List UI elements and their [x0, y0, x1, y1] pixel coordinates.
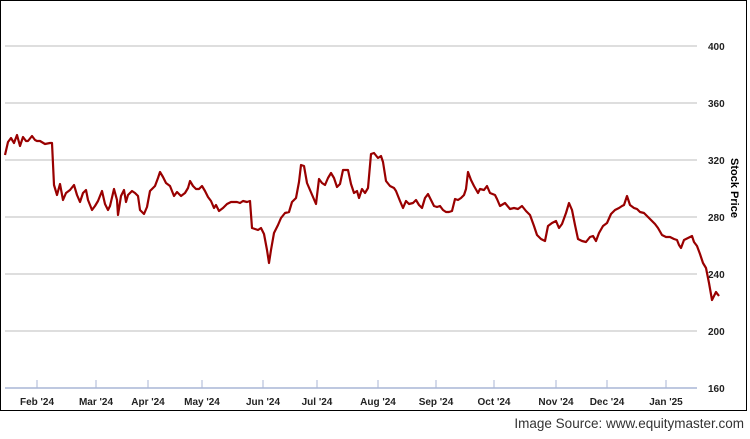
x-tick-label: Mar '24	[79, 397, 114, 408]
x-tick-label: Nov '24	[538, 397, 574, 408]
gridlines	[5, 45, 697, 332]
y-tick-label: 160	[708, 384, 725, 395]
y-tick-label: 360	[708, 99, 725, 110]
y-tick-label: 200	[708, 327, 725, 338]
x-tick-label: Jun '24	[246, 397, 280, 408]
y-tick-label: 280	[708, 213, 725, 224]
x-axis-ticks: Feb '24 Mar '24 Apr '24 May '24 Jun '24 Jul '…	[20, 380, 683, 408]
x-tick-label: Oct '24	[478, 397, 511, 408]
x-tick-label: Sep '24	[419, 397, 454, 408]
x-tick-label: Feb '24	[20, 397, 54, 408]
line-chart: 160 200 240 280 320 360 400 Stock Price Feb '2…	[3, 42, 740, 408]
y-tick-label: 240	[708, 270, 725, 281]
y-axis-label: Stock Price	[728, 158, 740, 218]
y-axis-ticks: 160 200 240 280 320 360 400	[708, 42, 725, 395]
x-tick-label: Jan '25	[649, 397, 683, 408]
x-tick-label: Jul '24	[302, 397, 333, 408]
x-tick-label: Aug '24	[360, 397, 396, 408]
y-tick-label: 400	[708, 42, 725, 53]
x-tick-label: Apr '24	[131, 397, 165, 408]
price-line	[3, 133, 720, 302]
x-tick-label: May '24	[184, 397, 220, 408]
y-tick-label: 320	[708, 156, 725, 167]
image-source-caption: Image Source: www.equitymaster.com	[514, 416, 744, 431]
x-tick-label: Dec '24	[590, 397, 625, 408]
